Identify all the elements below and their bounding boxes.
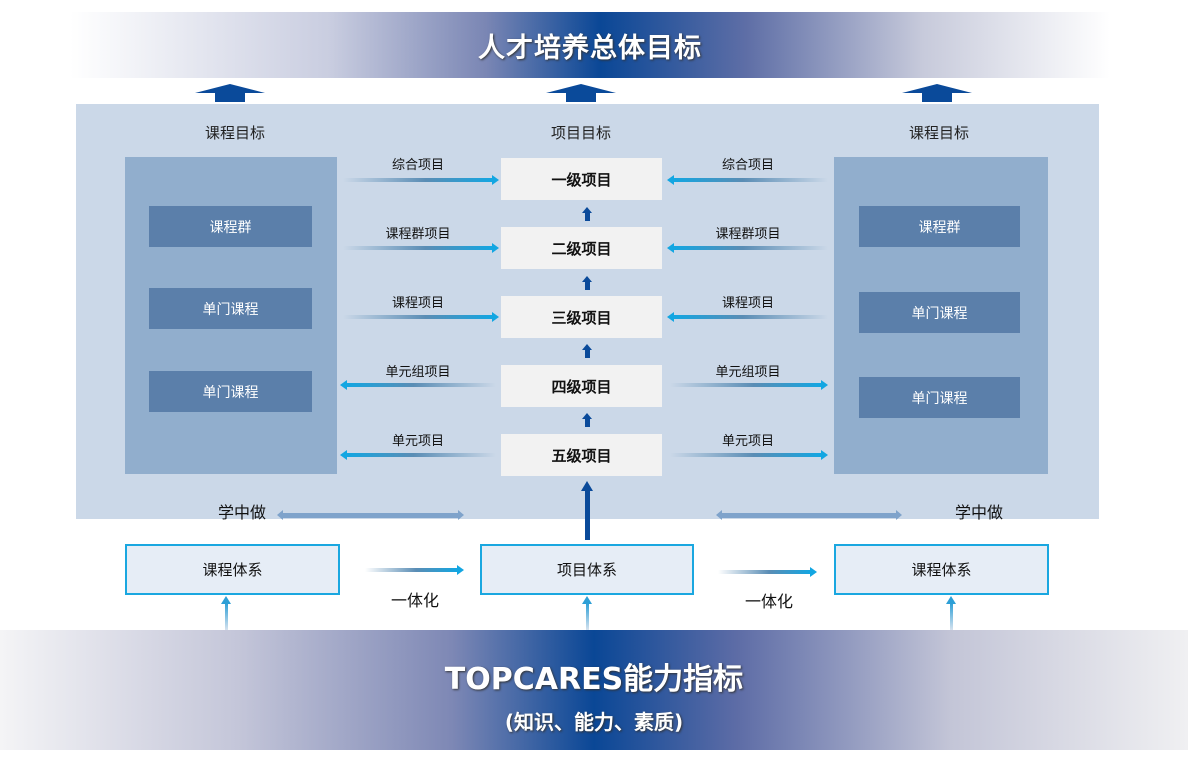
double-arrow-icon bbox=[716, 510, 902, 520]
left-arrow-icon bbox=[667, 243, 828, 253]
top-banner-title: 人才培养总体目标 bbox=[478, 32, 702, 64]
arrow-label: 课程项目 bbox=[391, 296, 444, 311]
left-arrow-icon bbox=[667, 312, 828, 322]
learn-by-doing-left: 学中做 bbox=[218, 503, 267, 522]
learn-by-doing-right: 学中做 bbox=[955, 503, 1004, 522]
arrow-label: 单元组项目 bbox=[715, 365, 781, 380]
top-banner: 人才培养总体目标 bbox=[70, 12, 1110, 78]
level-1-project: 一级项目 bbox=[501, 158, 662, 200]
main-up-arrow-icon bbox=[585, 490, 590, 540]
right-arrow-icon bbox=[718, 567, 817, 577]
up-arrow-icon bbox=[946, 596, 956, 630]
up-arrow-icon bbox=[221, 596, 231, 630]
level-4-project: 四级项目 bbox=[501, 365, 662, 407]
small-up-arrow-icon bbox=[582, 413, 593, 427]
right-arrow-icon bbox=[670, 450, 828, 460]
left-course-item: 单门课程 bbox=[149, 288, 312, 329]
up-arrow-icon bbox=[582, 596, 592, 630]
right-arrow-icon bbox=[670, 380, 828, 390]
integration-label: 一体化 bbox=[745, 592, 794, 611]
bottom-banner-subtitle: (知识、能力、素质) bbox=[504, 710, 684, 734]
right-course-item: 单门课程 bbox=[859, 377, 1020, 418]
left-arrow-icon bbox=[340, 380, 496, 390]
course-system-right: 课程体系 bbox=[834, 544, 1049, 595]
up-arrow-icon bbox=[546, 84, 616, 102]
up-arrow-icon bbox=[195, 84, 265, 102]
small-up-arrow-icon bbox=[582, 276, 593, 290]
arrow-label: 单元组项目 bbox=[385, 365, 451, 380]
course-system-left: 课程体系 bbox=[125, 544, 340, 595]
up-arrow-icon bbox=[902, 84, 972, 102]
header-course-goals-left: 课程目标 bbox=[204, 124, 265, 142]
integration-label: 一体化 bbox=[391, 591, 440, 610]
bottom-banner-title: TOPCARES能力指标 bbox=[444, 662, 744, 697]
arrow-label: 综合项目 bbox=[391, 158, 444, 173]
arrow-label: 课程群项目 bbox=[715, 227, 781, 242]
arrow-label: 综合项目 bbox=[721, 158, 774, 173]
main-up-arrowhead-icon bbox=[581, 481, 593, 491]
left-arrow-icon bbox=[340, 450, 496, 460]
right-arrow-icon bbox=[343, 243, 499, 253]
right-arrow-icon bbox=[365, 565, 464, 575]
header-course-goals-right: 课程目标 bbox=[908, 124, 969, 142]
double-arrow-icon bbox=[277, 510, 464, 520]
level-2-project: 二级项目 bbox=[501, 227, 662, 269]
right-arrow-icon bbox=[343, 312, 499, 322]
bottom-banner: TOPCARES能力指标 (知识、能力、素质) bbox=[0, 630, 1188, 750]
small-up-arrow-icon bbox=[582, 207, 593, 221]
right-course-item: 单门课程 bbox=[859, 292, 1020, 333]
arrow-label: 单元项目 bbox=[391, 434, 444, 449]
project-system: 项目体系 bbox=[480, 544, 694, 595]
left-course-item: 单门课程 bbox=[149, 371, 312, 412]
arrow-label: 单元项目 bbox=[721, 434, 774, 449]
level-5-project: 五级项目 bbox=[501, 434, 662, 476]
right-arrow-icon bbox=[343, 175, 499, 185]
left-course-item: 课程群 bbox=[149, 206, 312, 247]
right-course-item: 课程群 bbox=[859, 206, 1020, 247]
arrow-label: 课程群项目 bbox=[385, 227, 451, 242]
level-3-project: 三级项目 bbox=[501, 296, 662, 338]
left-arrow-icon bbox=[667, 175, 828, 185]
header-project-goals: 项目目标 bbox=[550, 124, 611, 142]
small-up-arrow-icon bbox=[582, 344, 593, 358]
arrow-label: 课程项目 bbox=[721, 296, 774, 311]
